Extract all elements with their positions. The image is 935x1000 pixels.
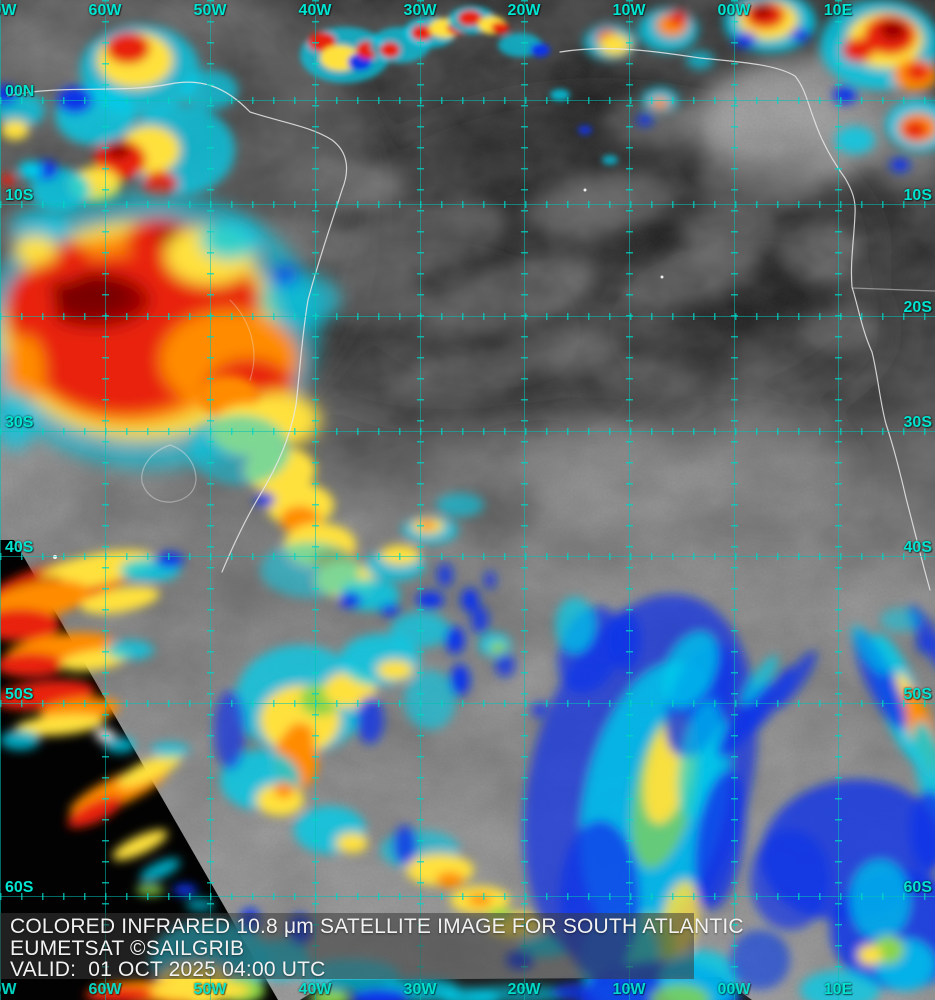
lon-label-bottom-20w: 20W bbox=[507, 981, 541, 998]
lon-label-top-10e: 10E bbox=[823, 2, 853, 19]
lat-label-right-20s: 20S bbox=[903, 299, 932, 316]
lon-label-bottom-10w: 10W bbox=[612, 981, 646, 998]
lon-label-bottom-00w: 00W bbox=[717, 981, 751, 998]
lon-label-top-50w: 50W bbox=[193, 2, 227, 19]
lon-label-top-30w: 30W bbox=[403, 2, 437, 19]
valid-time-line: VALID: 01 OCT 2025 04:00 UTC bbox=[10, 958, 326, 981]
lon-label-bottom-60w: 60W bbox=[88, 981, 122, 998]
grid-ticks bbox=[0, 428, 935, 435]
lon-label-bottom-10e: 10E bbox=[823, 981, 853, 998]
lon-label-top-70w: 70W bbox=[0, 2, 17, 19]
grid-ticks bbox=[417, 0, 424, 1000]
lat-label-right-60s: 60S bbox=[903, 879, 932, 896]
grid-ticks bbox=[102, 0, 109, 1000]
caption-backdrop bbox=[0, 913, 694, 979]
lat-label-left-40s: 40S bbox=[5, 539, 34, 556]
grid-ticks bbox=[835, 0, 842, 1000]
product-title: COLORED INFRARED 10.8 μm SATELLITE IMAGE… bbox=[10, 915, 744, 938]
lat-label-left-00n: 00N bbox=[5, 83, 35, 100]
lat-label-left-30s: 30S bbox=[5, 414, 34, 431]
lat-label-left-10s: 10S bbox=[5, 187, 34, 204]
lon-label-bottom-50w: 50W bbox=[193, 981, 227, 998]
grid-ticks bbox=[0, 313, 935, 320]
lon-label-top-00w: 00W bbox=[717, 2, 751, 19]
grid-ticks bbox=[312, 0, 319, 1000]
credit-line: EUMETSAT ©SAILGRIB bbox=[10, 937, 245, 960]
lon-label-top-20w: 20W bbox=[507, 2, 541, 19]
grid-ticks bbox=[0, 893, 935, 900]
lon-label-top-60w: 60W bbox=[88, 2, 122, 19]
lat-label-right-50s: 50S bbox=[903, 686, 932, 703]
grid-ticks bbox=[0, 553, 935, 560]
lon-label-bottom-70w: 70W bbox=[0, 981, 17, 998]
lon-label-top-40w: 40W bbox=[298, 2, 332, 19]
grid-ticks bbox=[0, 97, 935, 104]
lat-label-right-40s: 40S bbox=[903, 539, 932, 556]
grid-ticks bbox=[731, 0, 738, 1000]
lon-label-bottom-40w: 40W bbox=[298, 981, 332, 998]
grid-line-70w bbox=[0, 0, 1, 1000]
grid-ticks bbox=[0, 700, 935, 707]
lat-label-right-10s: 10S bbox=[903, 187, 932, 204]
lat-label-right-30s: 30S bbox=[903, 414, 932, 431]
lon-label-top-10w: 10W bbox=[612, 2, 646, 19]
lat-label-left-50s: 50S bbox=[5, 686, 34, 703]
grid-ticks bbox=[626, 0, 633, 1000]
grid-ticks bbox=[0, 201, 935, 208]
grid-ticks bbox=[521, 0, 528, 1000]
lon-label-bottom-30w: 30W bbox=[403, 981, 437, 998]
lat-label-left-60s: 60S bbox=[5, 879, 34, 896]
grid-ticks bbox=[207, 0, 214, 1000]
